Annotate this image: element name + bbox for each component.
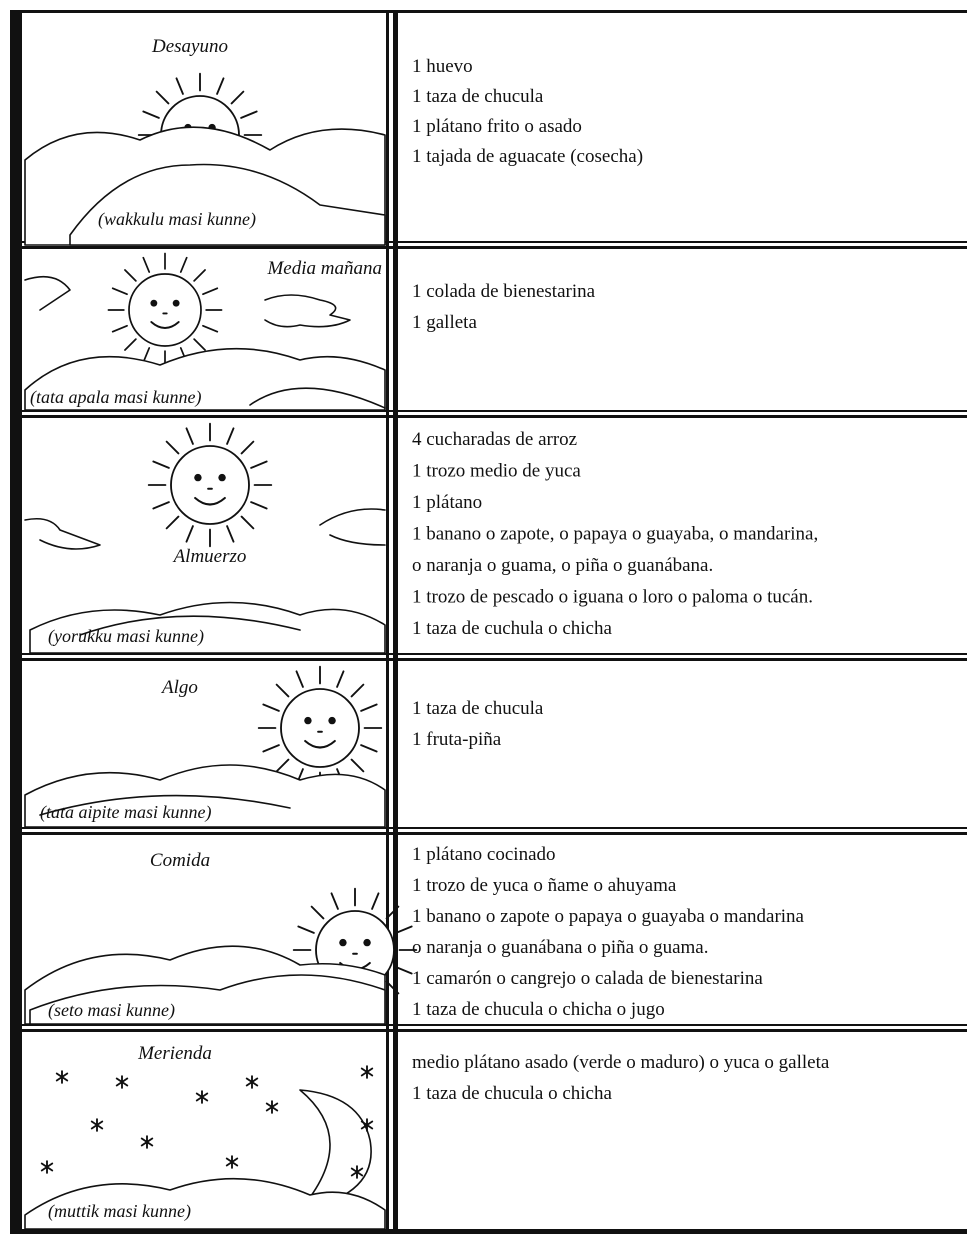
food-item: 1 plátano [412, 492, 482, 513]
meal-native-name: (tata apala masi kunne) [30, 387, 201, 408]
meal-name: Media mañana [266, 258, 382, 279]
column-divider [386, 10, 389, 1234]
meal-name: Almuerzo [172, 546, 247, 567]
supper-illustration [24, 1065, 386, 1230]
food-item: 4 cucharadas de arroz [412, 429, 577, 450]
food-item: 1 plátano cocinado [412, 844, 556, 865]
food-item: 1 taza de chucula o chicha [412, 1083, 612, 1104]
food-item: 1 banano o zapote, o papaya o guayaba, o… [412, 524, 818, 545]
food-item: 1 taza de chucula [412, 86, 544, 107]
food-item: 1 taza de chucula [412, 698, 544, 719]
food-item: 1 taza de chucula o chicha o jugo [412, 999, 665, 1020]
meal-name: Algo [160, 677, 198, 698]
dinner-illustration [24, 887, 418, 1025]
food-item: 1 tajada de aguacate (cosecha) [412, 146, 643, 167]
lunch-illustration [24, 422, 386, 654]
food-item: 1 banano o zapote o papaya o guayaba o m… [412, 906, 805, 927]
food-item: 1 trozo de pescado o iguana o loro o pal… [412, 587, 813, 608]
meal-native-name: (muttik masi kunne) [48, 1201, 191, 1222]
bottom-border [10, 1229, 967, 1234]
midmorning-illustration [24, 252, 386, 411]
meal-name: Merienda [137, 1043, 212, 1064]
meal-native-name: (yorukku masi kunne) [48, 626, 204, 647]
snack-illustration [24, 665, 386, 828]
meal-native-name: (wakkulu masi kunne) [98, 209, 256, 230]
food-item: 1 camarón o cangrejo o calada de bienest… [412, 968, 763, 989]
food-item: 1 plátano frito o asado [412, 116, 582, 137]
top-border [10, 10, 967, 13]
food-item: 1 colada de bienestarina [412, 281, 596, 302]
row-dividers [10, 241, 967, 1032]
food-item: o naranja o guanábana o piña o guama. [412, 937, 709, 958]
breakfast-illustration [24, 72, 386, 246]
food-item: 1 fruta-piña [412, 729, 502, 750]
food-item: 1 galleta [412, 312, 477, 333]
column-divider [393, 10, 398, 1234]
food-item: 1 trozo medio de yuca [412, 461, 581, 482]
meal-name: Desayuno [151, 36, 228, 57]
left-border [10, 10, 22, 1234]
food-item: 1 huevo [412, 56, 473, 77]
food-item: medio plátano asado (verde o maduro) o y… [412, 1052, 830, 1073]
meal-native-name: (seto masi kunne) [48, 1000, 175, 1021]
meal-name: Comida [150, 850, 210, 871]
food-item: o naranja o guama, o piña o guanábana. [412, 555, 713, 576]
meal-native-name: (tata aipite masi kunne) [40, 802, 211, 823]
food-item: 1 taza de cuchula o chicha [412, 618, 612, 639]
food-item: 1 trozo de yuca o ñame o ahuyama [412, 875, 677, 896]
